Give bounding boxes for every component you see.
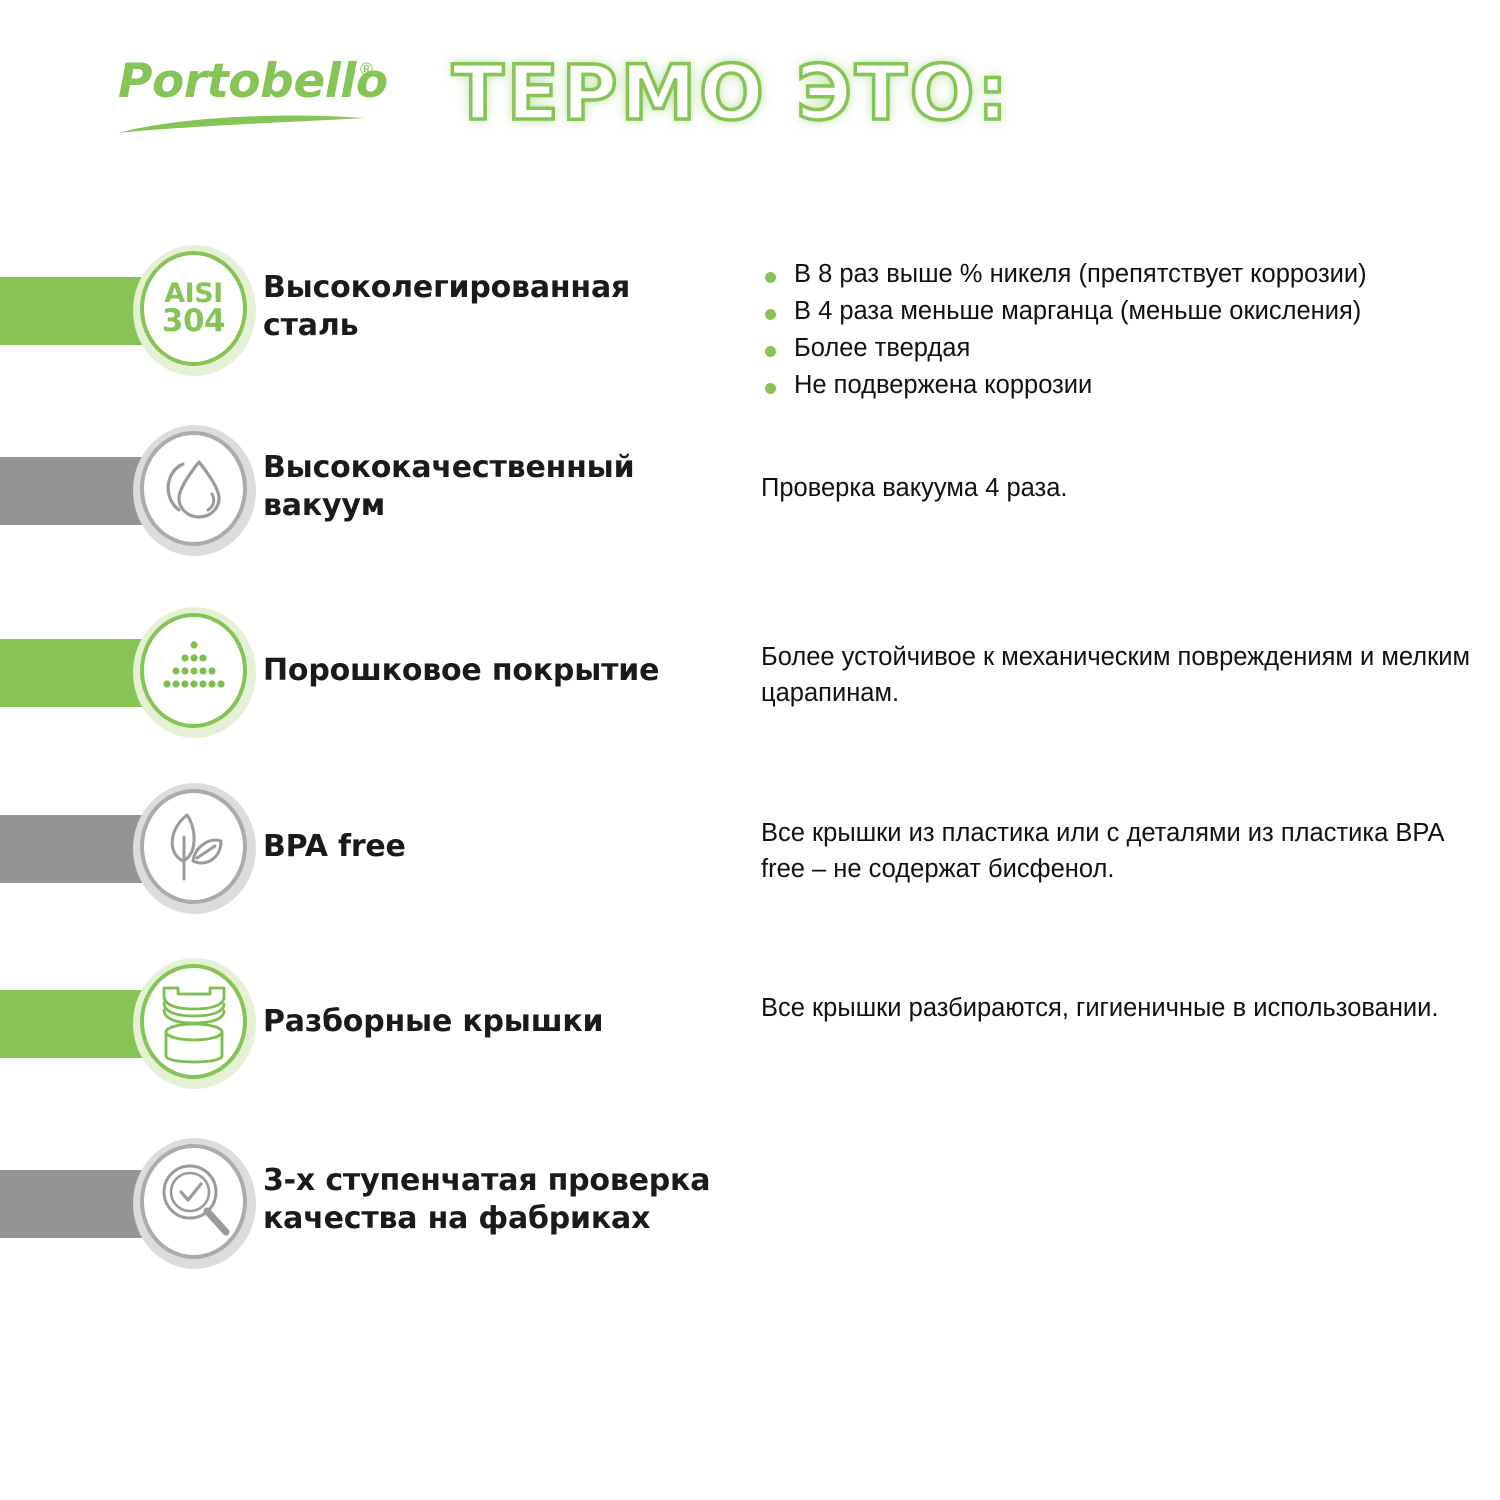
feature-detail: Более устойчивое к механическим поврежде… (761, 643, 1471, 708)
header: Portobello ® ТЕРМО ЭТО: (0, 0, 1500, 210)
page-headline: ТЕРМО ЭТО: (450, 48, 1011, 137)
list-item: В 4 раза меньше марганца (меньше окислен… (761, 296, 1491, 327)
list-item: Не подвержена коррозии (761, 370, 1491, 401)
water-droplet-icon (140, 431, 247, 546)
feature-title: Разборные крышки (263, 1004, 604, 1039)
badge-line-2: 304 (161, 302, 226, 339)
feature-title: Высококачественный вакуум (263, 450, 635, 524)
feature-title: BPA free (263, 829, 406, 864)
registered-trademark-icon: ® (358, 60, 375, 80)
feature-detail: Проверка вакуума 4 раза. (761, 474, 1068, 502)
feature-title: Высоколегированная сталь (263, 270, 631, 344)
two-leaves-icon (140, 789, 247, 904)
list-item: В 8 раз выше % никеля (препятствует корр… (761, 259, 1491, 290)
powder-dots-icon (140, 613, 247, 728)
feature-bullet-list: В 8 раз выше % никеля (препятствует корр… (761, 259, 1491, 407)
magnifier-check-icon (140, 1144, 247, 1259)
feature-detail: Все крышки из пластика или с деталями из… (761, 819, 1444, 884)
detachable-lid-icon (140, 964, 247, 1079)
portobello-logo: Portobello ® (116, 54, 388, 148)
feature-title: 3-х ступенчатая проверка качества на фаб… (263, 1163, 711, 1237)
logo-swoosh-icon (116, 113, 366, 135)
feature-detail: Все крышки разбираются, гигиеничные в ис… (761, 994, 1439, 1022)
badge-line-1: AISI (164, 277, 223, 309)
feature-title: Порошковое покрытие (263, 653, 660, 688)
logo-wordmark: Portobello (118, 54, 388, 109)
list-item: Более твердая (761, 333, 1491, 364)
aisi-304-badge-icon: AISI 304 (140, 251, 247, 366)
